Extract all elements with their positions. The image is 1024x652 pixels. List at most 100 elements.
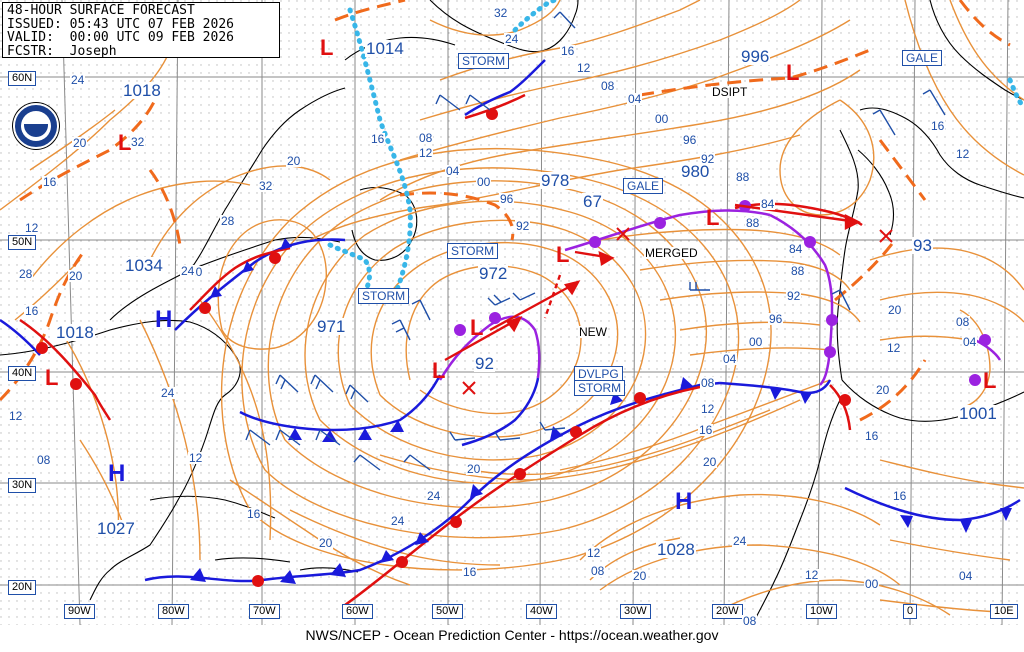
isobar-label: 00 <box>476 175 492 189</box>
isobar-label: 12 <box>586 546 602 560</box>
isobar-label: 16 <box>462 565 478 579</box>
isobar-label: 16 <box>560 44 576 58</box>
isobar-label: 16 <box>864 429 880 443</box>
isobar-label: 12 <box>700 402 716 416</box>
isobar-label: 04 <box>722 352 738 366</box>
isobar-label: 92 <box>700 152 716 166</box>
cold-front-low <box>239 374 442 432</box>
isobar-label: 08 <box>600 79 616 93</box>
svg-text:L: L <box>320 35 333 60</box>
high-pressure-value: 1028 <box>656 540 696 559</box>
warning-label: STORM <box>574 380 626 396</box>
forecaster: FCSTR: Joseph <box>7 43 117 59</box>
annotation-label: 67 <box>582 192 603 211</box>
svg-text:L: L <box>45 365 58 390</box>
isobar-label: 24 <box>70 73 86 87</box>
isobar-label: 20 <box>466 462 482 476</box>
isobar-label: 84 <box>760 197 776 211</box>
warning-label: STORM <box>447 243 499 259</box>
isobar-label: 96 <box>768 312 784 326</box>
storm-track-arrows <box>444 203 861 362</box>
lon-label: 60W <box>342 604 373 619</box>
lon-label: 50W <box>432 604 463 619</box>
isobar-label: 20 <box>632 569 648 583</box>
ice-edge <box>327 0 1024 298</box>
isobar-label: 08 <box>955 315 971 329</box>
issued-time: ISSUED: 05:43 UTC 07 FEB 2026 <box>7 16 234 32</box>
svg-text:L: L <box>118 130 131 155</box>
lon-label: 0 <box>903 604 918 619</box>
isobar-label: 08 <box>36 453 52 467</box>
low-center-markers <box>462 227 893 395</box>
isobar-label: 12 <box>418 146 434 160</box>
svg-text:L: L <box>706 205 719 230</box>
isobar-label: 24 <box>504 32 520 46</box>
background-dotgrid <box>0 0 1024 625</box>
isobar-label: 16 <box>24 304 40 318</box>
isobar-label: 24 <box>180 264 196 278</box>
isobar-label: 04 <box>445 164 461 178</box>
isobar-label: 92 <box>515 219 531 233</box>
isobar-label: 88 <box>790 264 806 278</box>
fronts <box>0 59 1021 607</box>
isobar-label: 20 <box>68 269 84 283</box>
lon-label: 20W <box>712 604 743 619</box>
isobar-label: 12 <box>8 409 24 423</box>
isobar-label: 16 <box>370 132 386 146</box>
isobar-label: 32 <box>258 179 274 193</box>
isobar-label: 28 <box>220 214 236 228</box>
low-pressure-value: 1014 <box>365 39 405 58</box>
isobar-label: 24 <box>390 514 406 528</box>
svg-text:L: L <box>432 358 445 383</box>
isobar-label: 20 <box>702 455 718 469</box>
isobar-label: 24 <box>160 386 176 400</box>
warm-front-semicircles <box>36 108 851 587</box>
isobar-label: 12 <box>886 341 902 355</box>
isobar-label: 12 <box>576 61 592 75</box>
high-pressure-value: 1027 <box>96 519 136 538</box>
low-pressure-value: 1018 <box>122 81 162 100</box>
footer-credit: NWS/NCEP - Ocean Prediction Center - htt… <box>305 627 719 643</box>
cold-front-atlantic <box>144 381 721 583</box>
isobar-label: 08 <box>590 564 606 578</box>
isobar-label: 04 <box>962 335 978 349</box>
high-pressure-value: 1034 <box>124 256 164 275</box>
high-symbol: H <box>155 306 173 333</box>
lat-label: 50N <box>8 235 37 250</box>
map-labels: 60N 50N 40N 30N 20N 90W 80W 70W 60W 50W 40W 30W 20W 1… <box>8 7 1018 628</box>
isobar-label: 28 <box>18 267 34 281</box>
isobar-label: 16 <box>246 507 262 521</box>
isobar-label: 00 <box>654 112 670 126</box>
valid-time: VALID: 00:00 UTC 09 FEB 2026 <box>7 30 234 45</box>
isobar-label: 96 <box>499 192 515 206</box>
isobar-label: 08 <box>700 376 716 390</box>
lon-label: 90W <box>64 604 95 619</box>
low-pressure-value: 971 <box>316 317 347 336</box>
warning-label: GALE <box>623 178 664 194</box>
isobar-label: 00 <box>864 577 880 591</box>
isobar-label: 84 <box>788 242 804 256</box>
map-canvas: L L L L L L L L L <box>0 0 1024 625</box>
isobar-label: 88 <box>745 216 761 230</box>
isobar-label: 16 <box>42 175 58 189</box>
isobar-label: 20 <box>286 154 302 168</box>
isobar-label: 32 <box>130 135 146 149</box>
isobar-label: 24 <box>426 489 442 503</box>
lat-label: 40N <box>8 366 37 381</box>
cold-front-pips <box>190 238 1012 584</box>
low-pressure-value: 93 <box>912 236 933 255</box>
low-pressure-value: 978 <box>540 171 571 190</box>
isobar-label: 20 <box>318 536 334 550</box>
lon-label: 70W <box>249 604 280 619</box>
isobar-label: 08 <box>742 614 758 628</box>
occluded-front-symbols <box>454 200 991 386</box>
lon-label: 40W <box>526 604 557 619</box>
cold-front-newfoundland <box>174 238 346 331</box>
annotation-label: DSIPT <box>711 85 749 99</box>
warning-label: GALE <box>902 50 943 66</box>
low-pressure-value: 980 <box>680 162 711 181</box>
isobar-label: 04 <box>958 569 974 583</box>
lat-label: 60N <box>8 71 37 86</box>
low-pressure-value: 1001 <box>958 404 998 423</box>
